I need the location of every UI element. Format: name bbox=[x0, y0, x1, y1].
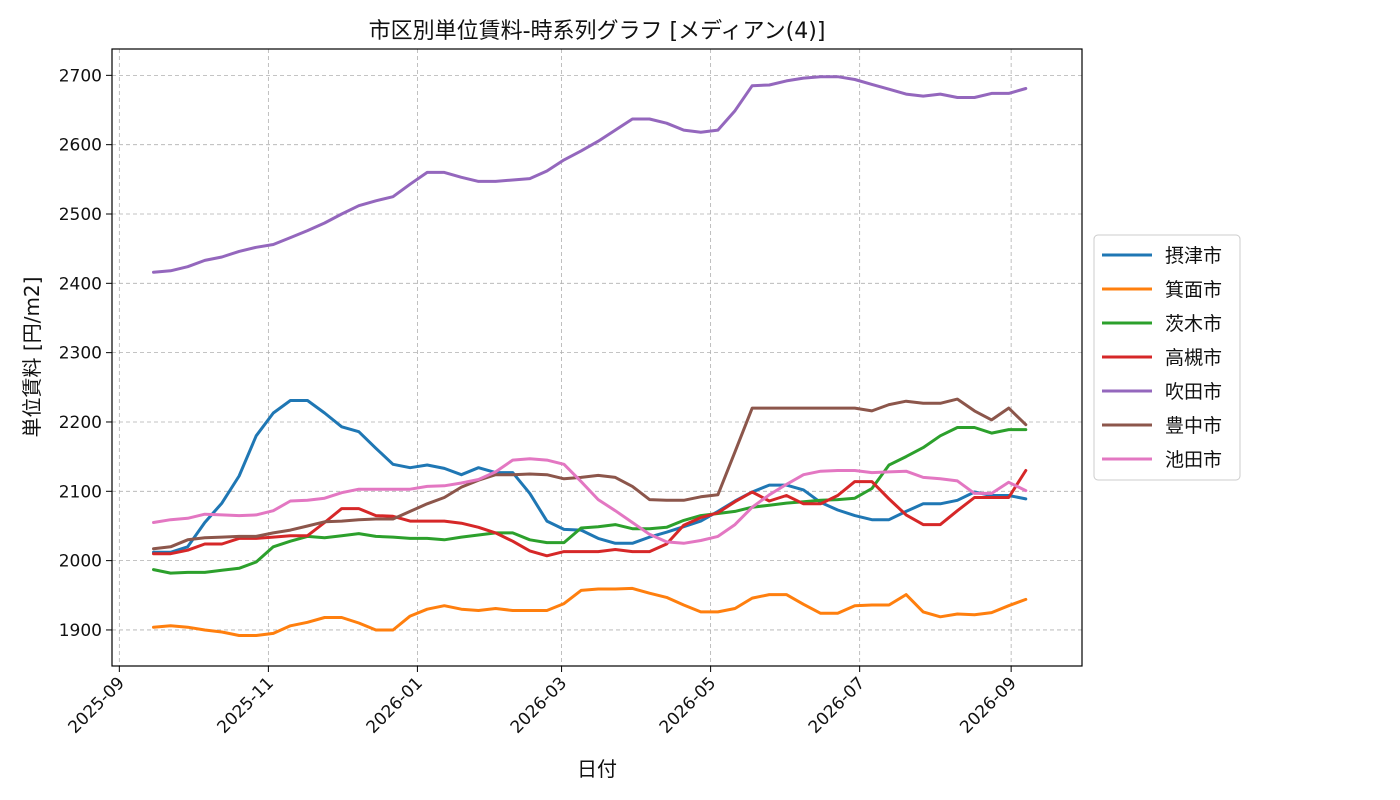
series-line-2 bbox=[152, 586, 1028, 637]
x-tick-label: 2026-03 bbox=[507, 673, 571, 737]
plot-frame bbox=[111, 48, 1083, 667]
y-tick-label: 2300 bbox=[59, 344, 102, 364]
y-tick-label: 2400 bbox=[59, 274, 102, 294]
series-line-5 bbox=[152, 75, 1028, 274]
y-tick-label: 2000 bbox=[59, 552, 102, 572]
y-tick-label: 2200 bbox=[59, 413, 102, 433]
x-tick-label: 2026-09 bbox=[956, 673, 1020, 737]
y-tick-label: 2700 bbox=[59, 66, 102, 86]
y-axis-label: 単位賃料 [円/m2] bbox=[20, 277, 44, 438]
legend-label: 高槻市 bbox=[1165, 347, 1222, 369]
series-line-1 bbox=[152, 399, 1028, 554]
chart-title: 市区別単位賃料-時系列グラフ [メディアン(4)] bbox=[369, 19, 826, 44]
series-line-6 bbox=[152, 397, 1028, 551]
x-tick-label: 2026-07 bbox=[805, 673, 869, 737]
legend-label: 豊中市 bbox=[1165, 415, 1222, 437]
x-tick-label: 2026-05 bbox=[656, 673, 720, 737]
legend-label: 茨木市 bbox=[1165, 313, 1222, 335]
x-tick-label: 2025-11 bbox=[214, 673, 278, 737]
series-layer bbox=[152, 75, 1028, 637]
legend-frame bbox=[1093, 234, 1241, 481]
series-line-3 bbox=[152, 426, 1028, 575]
x-axis: 2025-09 2025-11 2026-01 2026-03 2026-05 2026-… bbox=[64, 666, 1021, 738]
y-axis: 1900 2000 2100 2200 2300 2400 2500 2600 2700 bbox=[59, 66, 112, 641]
series-line-7 bbox=[152, 457, 1028, 545]
grid bbox=[112, 49, 1082, 666]
legend-label: 摂津市 bbox=[1165, 245, 1222, 267]
x-tick-label: 2026-01 bbox=[363, 673, 427, 737]
x-axis-label: 日付 bbox=[577, 757, 617, 781]
series-line-4 bbox=[152, 469, 1028, 558]
legend-label: 池田市 bbox=[1165, 449, 1222, 471]
legend-label: 吹田市 bbox=[1165, 381, 1222, 403]
y-tick-label: 1900 bbox=[59, 621, 102, 641]
legend-label: 箕面市 bbox=[1165, 279, 1222, 301]
y-tick-label: 2600 bbox=[59, 136, 102, 156]
y-tick-label: 2100 bbox=[59, 482, 102, 502]
x-tick-label: 2025-09 bbox=[64, 673, 128, 737]
y-tick-label: 2500 bbox=[59, 205, 102, 225]
